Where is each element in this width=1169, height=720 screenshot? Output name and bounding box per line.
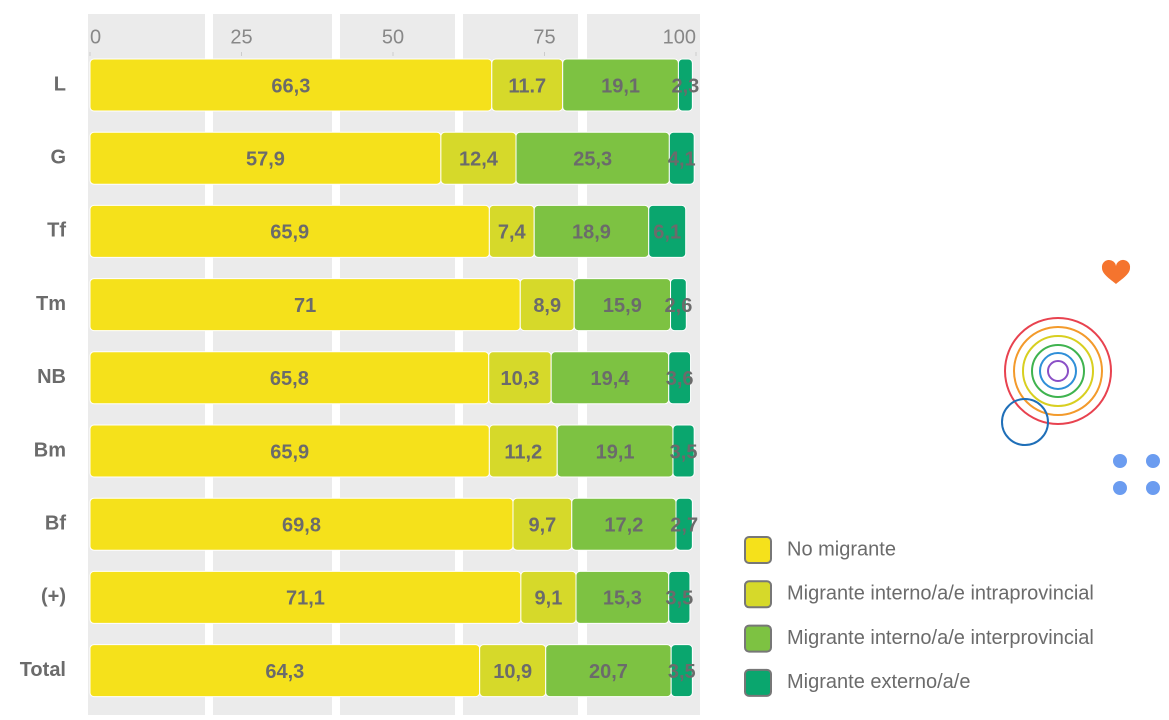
value-label: 2,7	[670, 514, 698, 536]
value-label: 66,3	[271, 75, 310, 97]
value-label: 71	[294, 295, 316, 317]
value-label: 3,5	[668, 661, 696, 683]
value-label: 15,3	[603, 588, 642, 610]
bar-segment	[668, 351, 692, 405]
x-tick-label: 100	[663, 26, 696, 48]
value-label: 9,1	[535, 588, 563, 610]
value-label: 69,8	[282, 514, 321, 536]
value-label: 3,5	[670, 441, 698, 463]
category-label: Total	[20, 659, 66, 681]
bar-segment	[675, 497, 693, 551]
category-label: G	[50, 146, 66, 168]
category-label: Tm	[36, 293, 66, 315]
bar-segment	[670, 278, 687, 332]
value-label: 19,1	[601, 75, 640, 97]
value-label: 64,3	[265, 661, 304, 683]
value-label: 20,7	[589, 661, 628, 683]
x-tick-label: 50	[382, 26, 404, 48]
value-label: 3,5	[665, 588, 693, 610]
value-label: 8,9	[533, 295, 561, 317]
bar-segment	[668, 570, 691, 624]
category-label: Bm	[34, 439, 66, 461]
legend-swatch	[744, 536, 772, 564]
value-label: 6,1	[653, 222, 681, 244]
bar-segment	[648, 204, 687, 258]
value-label: 57,9	[246, 148, 285, 170]
value-label: 10,3	[500, 368, 539, 390]
value-label: 65,8	[270, 368, 309, 390]
legend-label: Migrante externo/a/e	[787, 671, 970, 693]
legend-label: Migrante interno/a/e interprovincial	[787, 627, 1094, 649]
value-label: 19,1	[596, 441, 635, 463]
legend-swatch	[744, 624, 772, 653]
value-label: 65,9	[270, 441, 309, 463]
bar-segment	[670, 644, 693, 698]
decoration	[1001, 259, 1160, 495]
x-tick-label: 75	[533, 26, 555, 48]
category-label: NB	[37, 366, 66, 388]
value-label: 11.7	[508, 75, 546, 97]
legend-swatch	[744, 668, 772, 697]
value-label: 3,6	[666, 368, 694, 390]
legend-swatch	[744, 580, 772, 609]
bar-segment	[677, 58, 693, 112]
value-label: 11,2	[504, 441, 542, 463]
x-tick-label: 0	[90, 26, 101, 48]
category-label: (+)	[41, 586, 66, 608]
value-label: 7,4	[498, 222, 527, 244]
bar-segment	[672, 424, 695, 478]
value-label: 12,4	[459, 148, 499, 170]
value-label: 15,9	[603, 295, 642, 317]
value-label: 19,4	[590, 368, 630, 390]
value-label: 25,3	[573, 148, 612, 170]
value-label: 10,9	[493, 661, 532, 683]
legend-label: No migrante	[787, 538, 896, 560]
category-label: L	[54, 73, 66, 95]
value-label: 71,1	[286, 588, 325, 610]
legend-label: Migrante interno/a/e intraprovincial	[787, 583, 1094, 605]
bar-segment	[668, 131, 695, 185]
value-label: 9,7	[528, 514, 556, 536]
x-tick-label: 25	[230, 26, 252, 48]
value-label: 17,2	[604, 514, 643, 536]
value-label: 2,6	[665, 295, 693, 317]
value-label: 18,9	[572, 222, 611, 244]
value-label: 4,1	[668, 148, 696, 170]
value-label: 65,9	[270, 222, 309, 244]
category-label: Tf	[47, 220, 66, 242]
value-label: 2,3	[671, 75, 699, 97]
category-label: Bf	[45, 512, 66, 534]
